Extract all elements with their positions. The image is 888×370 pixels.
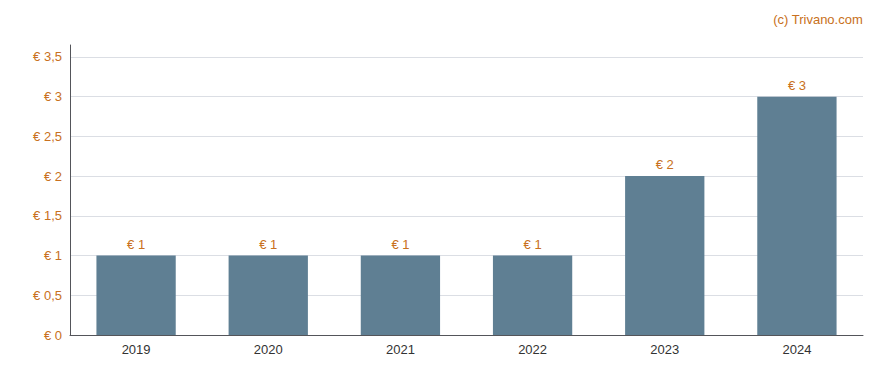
svg-text:€ 3: € 3 xyxy=(44,89,62,104)
svg-text:2019: 2019 xyxy=(122,342,151,357)
svg-text:€ 2,5: € 2,5 xyxy=(33,129,62,144)
svg-text:2021: 2021 xyxy=(386,342,415,357)
svg-text:€ 2: € 2 xyxy=(656,157,674,172)
svg-text:€ 1: € 1 xyxy=(127,237,145,252)
svg-text:€ 1: € 1 xyxy=(44,248,62,263)
svg-text:€ 0: € 0 xyxy=(44,328,62,343)
svg-text:2023: 2023 xyxy=(650,342,679,357)
svg-text:2022: 2022 xyxy=(518,342,547,357)
svg-text:(c) Trivano.com: (c) Trivano.com xyxy=(773,12,863,27)
svg-text:2020: 2020 xyxy=(254,342,283,357)
svg-text:€ 1: € 1 xyxy=(391,237,409,252)
svg-text:2024: 2024 xyxy=(782,342,811,357)
svg-text:€ 1: € 1 xyxy=(259,237,277,252)
svg-text:€ 3,5: € 3,5 xyxy=(33,49,62,64)
svg-text:€ 1: € 1 xyxy=(524,237,542,252)
svg-text:€ 1,5: € 1,5 xyxy=(33,208,62,223)
svg-text:€ 3: € 3 xyxy=(788,78,806,93)
svg-text:€ 0,5: € 0,5 xyxy=(33,288,62,303)
svg-text:€ 2: € 2 xyxy=(44,169,62,184)
